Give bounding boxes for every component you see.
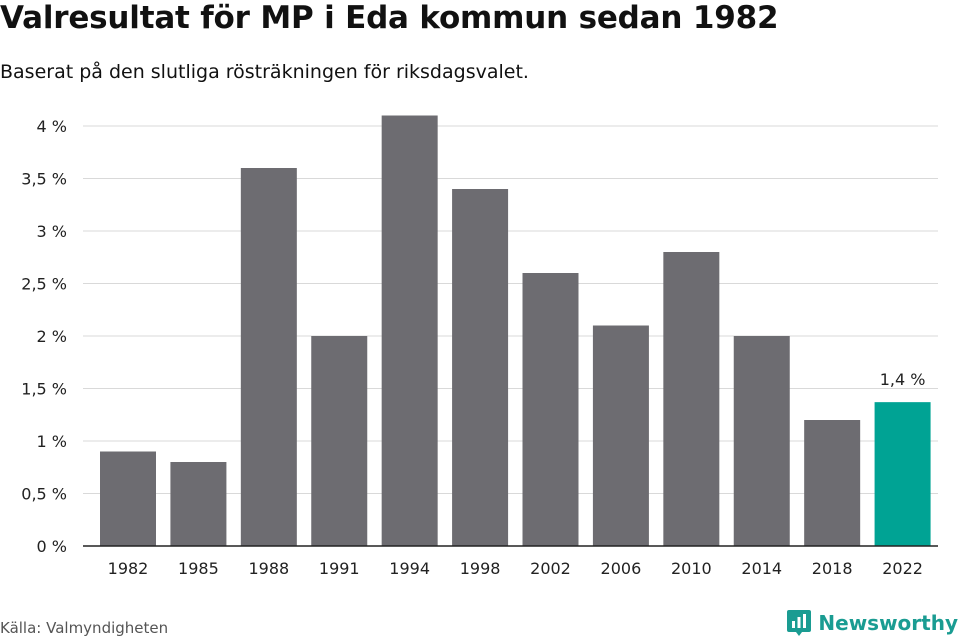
bar-1988 [240,168,297,546]
bar-1985 [170,462,227,546]
y-tick-label: 1 % [37,432,67,451]
x-tick-label: 2006 [601,559,642,578]
data-label: 1,4 % [880,370,926,389]
x-tick-label: 1998 [460,559,501,578]
x-tick-label: 2010 [671,559,712,578]
y-tick-label: 0,5 % [21,485,67,504]
brand-logo: Newsworthy [786,607,958,639]
bar-1991 [311,336,368,546]
bar-1998 [452,189,509,546]
x-tick-label: 2022 [882,559,923,578]
newsworthy-logo-icon [787,610,812,636]
source-note: Källa: Valmyndigheten [0,619,169,637]
y-tick-label: 1,5 % [21,380,67,399]
x-tick-label: 1991 [319,559,360,578]
x-tick-label: 2018 [812,559,853,578]
bar-2018 [804,420,861,546]
y-tick-label: 3 % [37,222,67,241]
y-tick-label: 4 % [37,117,67,136]
brand-name: Newsworthy [818,611,958,635]
x-tick-label: 1988 [248,559,289,578]
x-tick-label: 2014 [741,559,782,578]
chart-subtitle: Baserat på den slutliga rösträkningen fö… [0,61,529,83]
bar-2002 [522,273,579,546]
x-tick-label: 2002 [530,559,571,578]
y-tick-label: 0 % [37,537,67,556]
x-tick-label: 1985 [178,559,219,578]
bar-2006 [592,325,649,546]
bar-chart: 0 % 0,5 % 1 % 1,5 % 2 % 2,5 % 3 % 3,5 % 4 % 1982 1… [21,115,938,578]
bar-2022 [874,402,931,546]
bar-2010 [663,252,720,546]
bar-1982 [100,451,156,546]
bar-2014 [733,336,790,546]
x-tick-label: 1982 [108,559,149,578]
x-tick-label: 1994 [389,559,430,578]
chart-title: Valresultat för MP i Eda kommun sedan 19… [0,0,779,36]
bar-1994 [381,115,438,546]
y-tick-label: 2 % [37,327,67,346]
y-tick-label: 3,5 % [21,170,67,189]
y-tick-label: 2,5 % [21,275,67,294]
